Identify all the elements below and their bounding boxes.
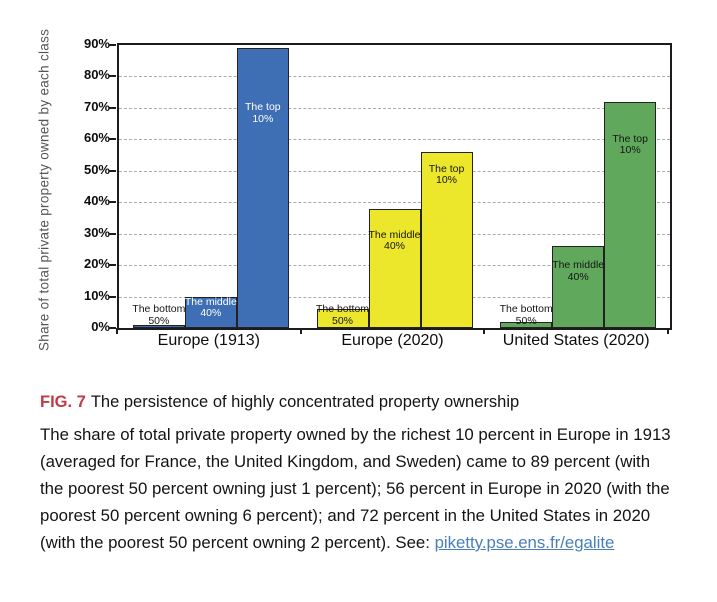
bar-1-3 <box>236 48 289 328</box>
figure-number: FIG. 7 <box>40 393 86 411</box>
y-tick-label: 10% <box>83 287 110 303</box>
source-link[interactable]: piketty.pse.ens.fr/egalite <box>434 533 615 552</box>
y-tick-label: 20% <box>83 256 110 272</box>
y-tick-mark <box>109 138 116 141</box>
figure-caption: FIG. 7 The persistence of highly concentr… <box>40 390 672 556</box>
y-tick-label: 60% <box>83 130 110 146</box>
y-tick-mark <box>109 232 116 235</box>
y-tick-label: 50% <box>83 161 110 177</box>
y-tick-label: 0% <box>91 319 110 334</box>
x-tick-mark <box>667 328 669 334</box>
bar-1-1 <box>132 324 185 328</box>
x-category-label: Europe (2020) <box>341 332 444 349</box>
gridline <box>119 107 670 109</box>
bar-2-2 <box>368 208 421 328</box>
y-tick-mark <box>109 106 116 109</box>
y-axis-title: Share of total private property owned by… <box>36 28 52 352</box>
bar-1-2 <box>184 296 237 328</box>
figure-title-line: FIG. 7 The persistence of highly concentr… <box>40 390 672 414</box>
gridline <box>119 170 670 172</box>
y-tick-mark <box>109 327 116 329</box>
gridline <box>119 139 670 141</box>
y-tick-mark <box>109 169 116 172</box>
y-tick-mark <box>109 201 116 204</box>
y-tick-mark <box>109 75 116 78</box>
y-tick-label: 70% <box>83 98 110 114</box>
x-tick-mark <box>116 328 118 334</box>
figure-description: The share of total private property owne… <box>40 421 672 556</box>
bar-3-3 <box>604 101 657 328</box>
y-tick-mark <box>109 44 116 46</box>
y-tick-label: 90% <box>83 36 110 51</box>
y-tick-mark <box>109 295 116 298</box>
bar-2-3 <box>420 151 473 328</box>
y-tick-label: 80% <box>83 67 110 83</box>
gridline <box>119 76 670 78</box>
fig7-bar-chart: Share of total private property owned by… <box>36 28 672 352</box>
figure-description-text: The share of total private property owne… <box>40 425 671 552</box>
bar-3-1 <box>500 321 553 328</box>
y-tick-label: 40% <box>83 193 110 209</box>
bar-3-2 <box>552 246 605 328</box>
figure-title: The persistence of highly concentrated p… <box>90 393 520 411</box>
y-tick-mark <box>109 264 116 267</box>
y-tick-label: 30% <box>83 224 110 240</box>
x-tick-mark <box>299 328 302 334</box>
gridline <box>119 202 670 204</box>
bar-2-1 <box>316 309 369 328</box>
x-category-label: Europe (1913) <box>157 332 260 349</box>
x-tick-mark <box>483 328 486 334</box>
plot-area: The bottom 50% The middle 40% The top 10% The … <box>117 43 672 330</box>
x-category-label: United States (2020) <box>502 332 650 349</box>
